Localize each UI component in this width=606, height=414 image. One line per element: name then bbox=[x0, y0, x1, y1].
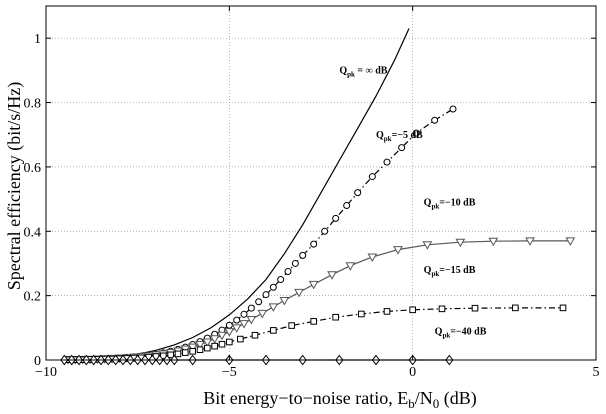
curve-annotation: Qpk=−40 dB bbox=[435, 326, 487, 339]
circle-marker bbox=[383, 158, 391, 166]
triangle-marker bbox=[525, 237, 535, 246]
circle-marker bbox=[255, 298, 263, 306]
x-tick-label: 5 bbox=[593, 365, 600, 380]
triangle-marker bbox=[224, 328, 235, 337]
circle-marker bbox=[233, 316, 241, 324]
circle-marker bbox=[240, 310, 248, 318]
triangle-marker bbox=[246, 315, 257, 325]
circle-marker bbox=[431, 116, 439, 124]
x-tick-label: −10 bbox=[35, 365, 57, 380]
y-tick-label: 1 bbox=[34, 32, 41, 47]
triangle-marker bbox=[565, 237, 576, 246]
triangle-marker bbox=[202, 338, 213, 347]
series-2 bbox=[64, 105, 457, 364]
circle-marker bbox=[354, 189, 362, 197]
square-marker bbox=[251, 331, 259, 339]
circle-marker bbox=[277, 276, 285, 284]
triangle-marker bbox=[488, 237, 499, 247]
circle-marker bbox=[332, 214, 340, 222]
circle-marker bbox=[225, 321, 233, 329]
triangle-marker bbox=[195, 341, 205, 350]
tick-marks bbox=[45, 6, 597, 361]
circle-marker bbox=[284, 268, 292, 275]
square-marker bbox=[310, 318, 317, 325]
square-marker bbox=[237, 335, 244, 343]
circle-marker bbox=[343, 202, 351, 210]
square-marker bbox=[288, 322, 295, 329]
x-axis-label: Bit energy−to−noise ratio, Eb/N0 (dB) bbox=[203, 388, 476, 411]
square-marker bbox=[189, 348, 196, 355]
square-marker bbox=[167, 351, 174, 359]
square-marker bbox=[512, 304, 519, 312]
circle-marker bbox=[269, 283, 277, 291]
square-marker bbox=[409, 306, 416, 314]
triangle-marker bbox=[345, 262, 356, 271]
square-marker bbox=[383, 308, 391, 315]
triangle-marker bbox=[279, 296, 290, 306]
series-line bbox=[68, 240, 571, 361]
triangle-marker bbox=[257, 309, 268, 319]
square-marker bbox=[270, 327, 277, 334]
circle-marker bbox=[449, 105, 457, 113]
square-marker bbox=[218, 340, 226, 348]
triangle-marker bbox=[455, 238, 466, 248]
circle-marker bbox=[247, 304, 255, 312]
x-tick-label: 0 bbox=[409, 365, 416, 380]
annotations: Qpk = ∞ dB Qpk=−5 dB Qpk=−10 dB Qpk=−15 dB Q… bbox=[339, 66, 486, 340]
y-tick-label: 0.8 bbox=[24, 97, 42, 112]
circle-marker bbox=[368, 173, 376, 181]
y-axis-label: Spectral efficiency (bit/s/Hz) bbox=[4, 82, 25, 291]
triangle-marker bbox=[187, 343, 198, 353]
square-marker bbox=[174, 350, 182, 358]
triangle-marker bbox=[327, 271, 337, 280]
circle-marker bbox=[321, 227, 329, 235]
triangle-marker bbox=[239, 320, 249, 329]
square-marker bbox=[358, 310, 365, 318]
square-marker bbox=[182, 349, 189, 356]
circle-marker bbox=[299, 251, 307, 259]
square-marker bbox=[211, 342, 218, 350]
series-line bbox=[68, 108, 454, 361]
square-marker bbox=[226, 338, 233, 346]
square-marker bbox=[204, 344, 211, 352]
curve-annotation: Qpk=−5 dB bbox=[376, 130, 423, 143]
triangle-marker bbox=[422, 241, 433, 250]
tick-labels: −10 −5 0 5 0 0.2 0.4 0.6 0.8 1 bbox=[24, 32, 600, 380]
triangle-marker bbox=[294, 288, 304, 298]
square-marker bbox=[332, 313, 339, 321]
x-tick-label: −5 bbox=[222, 365, 237, 380]
circle-marker bbox=[412, 129, 420, 137]
triangle-marker bbox=[268, 303, 279, 312]
circle-marker bbox=[398, 144, 406, 152]
triangle-marker bbox=[393, 246, 403, 255]
square-marker bbox=[196, 346, 204, 354]
circle-marker bbox=[310, 240, 318, 248]
triangle-marker bbox=[367, 253, 378, 263]
triangle-marker bbox=[231, 324, 242, 333]
curve-annotation: Qpk = ∞ dB bbox=[339, 66, 387, 79]
curve-annotation: Qpk=−15 dB bbox=[424, 265, 476, 278]
series-layer bbox=[60, 28, 576, 366]
circle-marker bbox=[262, 291, 270, 299]
plot-frame bbox=[45, 5, 597, 361]
square-marker bbox=[471, 304, 479, 312]
square-marker bbox=[438, 305, 446, 313]
y-tick-label: 0.6 bbox=[24, 161, 42, 176]
y-tick-label: 0 bbox=[34, 354, 41, 369]
y-tick-label: 0.2 bbox=[24, 290, 42, 305]
triangle-marker bbox=[308, 280, 319, 290]
series-3 bbox=[63, 237, 576, 365]
y-tick-label: 0.4 bbox=[24, 225, 42, 240]
series-line bbox=[68, 307, 563, 361]
triangle-marker bbox=[209, 335, 220, 344]
circle-marker bbox=[291, 259, 299, 267]
square-marker bbox=[559, 304, 567, 312]
curve-annotation: Qpk=−10 dB bbox=[424, 198, 476, 211]
triangle-marker bbox=[217, 331, 227, 341]
